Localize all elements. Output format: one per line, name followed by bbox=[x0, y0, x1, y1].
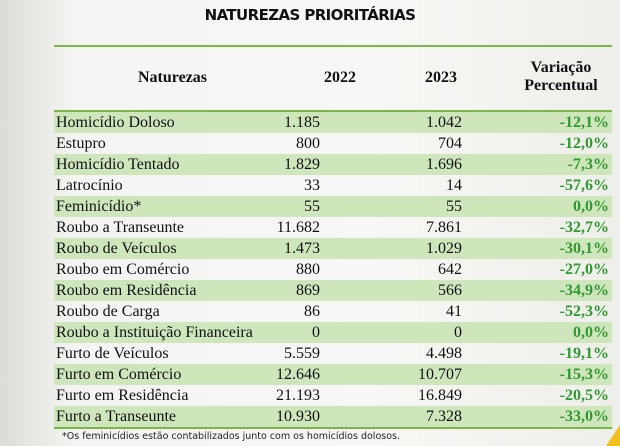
cell-natureza: Furto em Comércio bbox=[56, 366, 182, 383]
cell-value-2022: 5.559 bbox=[284, 345, 320, 362]
table-row: Roubo em Residência 869 566 -34,9% bbox=[54, 280, 612, 301]
cell-natureza: Roubo a Transeunte bbox=[56, 219, 184, 236]
table-row: Furto de Veículos 5.559 4.498 -19,1% bbox=[54, 343, 612, 364]
cell-variacao: -12,1% bbox=[559, 114, 609, 131]
cell-natureza: Estupro bbox=[56, 135, 106, 152]
cell-value-2023: 14 bbox=[446, 177, 462, 194]
cell-value-2022: 1.185 bbox=[284, 114, 320, 131]
table-row: Roubo de Veículos 1.473 1.029 -30,1% bbox=[54, 238, 612, 259]
cell-natureza: Furto em Residência bbox=[56, 387, 189, 404]
table-header: Naturezas 2022 2023 Variação Percentual bbox=[54, 47, 612, 110]
table-row: Furto em Residência 21.193 16.849 -20,5% bbox=[54, 385, 612, 406]
table-row: Roubo a Instituição Financeira 0 0 0,0% bbox=[54, 322, 612, 343]
cell-natureza: Homicídio Tentado bbox=[56, 156, 180, 173]
table-row: Homicídio Doloso 1.185 1.042 -12,1% bbox=[54, 112, 612, 133]
header-variacao-line1: Variação bbox=[530, 59, 592, 76]
cell-natureza: Roubo de Veículos bbox=[56, 240, 177, 257]
cell-value-2023: 10.707 bbox=[418, 366, 462, 383]
table-row: Feminicídio* 55 55 0,0% bbox=[54, 196, 612, 217]
cell-natureza: Roubo em Residência bbox=[56, 282, 197, 299]
cell-natureza: Roubo a Instituição Financeira bbox=[56, 324, 253, 341]
cell-variacao: 0,0% bbox=[573, 324, 609, 341]
cell-variacao: -30,1% bbox=[559, 240, 609, 257]
cell-value-2022: 55 bbox=[304, 198, 320, 215]
cell-value-2023: 642 bbox=[438, 261, 462, 278]
cell-value-2023: 1.696 bbox=[426, 156, 462, 173]
cell-variacao: 0,0% bbox=[573, 198, 609, 215]
page-title: NATUREZAS PRIORITÁRIAS bbox=[204, 6, 416, 24]
footnote: *Os feminicídios estão contabilizados ju… bbox=[62, 431, 400, 442]
cell-natureza: Furto de Veículos bbox=[56, 345, 169, 362]
table-row: Latrocínio 33 14 -57,6% bbox=[54, 175, 612, 196]
cell-natureza: Latrocínio bbox=[56, 177, 123, 194]
cell-variacao: -32,7% bbox=[559, 219, 609, 236]
cell-variacao: -52,3% bbox=[559, 303, 609, 320]
cell-value-2022: 880 bbox=[296, 261, 320, 278]
cell-value-2023: 704 bbox=[438, 135, 462, 152]
table-row: Roubo em Comércio 880 642 -27,0% bbox=[54, 259, 612, 280]
header-2023: 2023 bbox=[425, 69, 457, 86]
table-row: Furto em Comércio 12.646 10.707 -15,3% bbox=[54, 364, 612, 385]
cell-value-2022: 0 bbox=[312, 324, 320, 341]
header-variacao-line2: Percentual bbox=[524, 77, 598, 94]
table-row: Homicídio Tentado 1.829 1.696 -7,3% bbox=[54, 154, 612, 175]
cell-value-2023: 1.042 bbox=[426, 114, 462, 131]
cell-value-2022: 11.682 bbox=[276, 219, 320, 236]
cell-value-2022: 12.646 bbox=[276, 366, 320, 383]
cell-value-2022: 33 bbox=[304, 177, 320, 194]
corner-accent bbox=[606, 425, 620, 446]
cell-value-2022: 10.930 bbox=[276, 408, 320, 425]
cell-value-2023: 41 bbox=[446, 303, 462, 320]
table-body: Homicídio Doloso 1.185 1.042 -12,1% Estupro 8… bbox=[54, 112, 612, 427]
cell-value-2023: 566 bbox=[438, 282, 462, 299]
cell-natureza: Roubo em Comércio bbox=[56, 261, 190, 278]
cell-variacao: -19,1% bbox=[559, 345, 609, 362]
cell-value-2022: 1.473 bbox=[284, 240, 320, 257]
cell-value-2023: 1.029 bbox=[426, 240, 462, 257]
cell-variacao: -15,3% bbox=[559, 366, 609, 383]
cell-variacao: -57,6% bbox=[559, 177, 609, 194]
cell-value-2023: 7.861 bbox=[426, 219, 462, 236]
header-rule bbox=[54, 110, 612, 112]
table-bottom-rule bbox=[54, 427, 612, 429]
cell-value-2022: 21.193 bbox=[276, 387, 320, 404]
cell-value-2022: 869 bbox=[296, 282, 320, 299]
cell-value-2023: 7.328 bbox=[426, 408, 462, 425]
cell-value-2022: 800 bbox=[296, 135, 320, 152]
header-2022: 2022 bbox=[324, 69, 356, 86]
cell-value-2022: 86 bbox=[304, 303, 320, 320]
cell-variacao: -12,0% bbox=[559, 135, 609, 152]
cell-natureza: Feminicídio* bbox=[56, 198, 142, 215]
cell-value-2023: 55 bbox=[446, 198, 462, 215]
header-variacao: Variação Percentual bbox=[516, 59, 606, 95]
cell-variacao: -27,0% bbox=[559, 261, 609, 278]
cell-value-2023: 0 bbox=[454, 324, 462, 341]
cell-natureza: Furto a Transeunte bbox=[56, 408, 176, 425]
table-top-rule bbox=[54, 45, 612, 47]
cell-variacao: -33,0% bbox=[559, 408, 609, 425]
cell-value-2023: 16.849 bbox=[418, 387, 462, 404]
cell-natureza: Roubo de Carga bbox=[56, 303, 160, 320]
table-row: Roubo a Transeunte 11.682 7.861 -32,7% bbox=[54, 217, 612, 238]
table-row: Roubo de Carga 86 41 -52,3% bbox=[54, 301, 612, 322]
table-row: Furto a Transeunte 10.930 7.328 -33,0% bbox=[54, 406, 612, 427]
header-naturezas: Naturezas bbox=[138, 69, 208, 86]
table-row: Estupro 800 704 -12,0% bbox=[54, 133, 612, 154]
cell-variacao: -20,5% bbox=[559, 387, 609, 404]
cell-variacao: -7,3% bbox=[567, 156, 609, 173]
cell-value-2023: 4.498 bbox=[426, 345, 462, 362]
cell-value-2022: 1.829 bbox=[284, 156, 320, 173]
cell-variacao: -34,9% bbox=[559, 282, 609, 299]
cell-natureza: Homicídio Doloso bbox=[56, 114, 175, 131]
